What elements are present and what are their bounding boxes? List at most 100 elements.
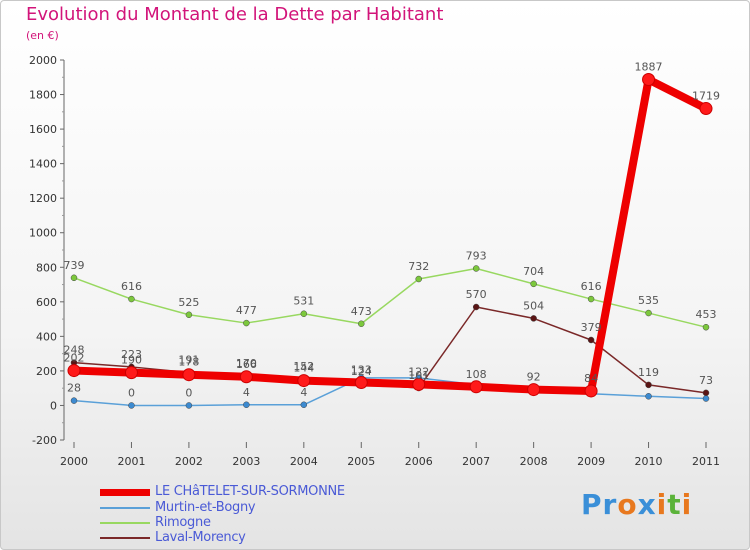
data-label: 170 bbox=[236, 357, 257, 370]
data-label: 92 bbox=[527, 371, 541, 384]
proxiti-logo: Proxiti bbox=[581, 488, 693, 521]
data-label: 119 bbox=[638, 366, 659, 379]
legend-swatch bbox=[100, 488, 150, 496]
x-tick-label: 2000 bbox=[60, 455, 88, 468]
legend-swatch bbox=[100, 507, 150, 509]
data-point bbox=[185, 402, 193, 409]
y-tick-label: 200 bbox=[36, 365, 57, 378]
data-point bbox=[300, 401, 308, 409]
data-point bbox=[128, 402, 135, 409]
data-point bbox=[67, 364, 81, 378]
data-label: 379 bbox=[581, 321, 602, 334]
data-label: 616 bbox=[581, 280, 602, 293]
data-label: 477 bbox=[236, 304, 257, 317]
y-tick-label: 1400 bbox=[29, 158, 57, 171]
data-point bbox=[185, 311, 193, 319]
data-label: 133 bbox=[351, 363, 372, 376]
data-point bbox=[124, 366, 138, 380]
data-label: 152 bbox=[293, 360, 314, 373]
data-label: 531 bbox=[293, 295, 314, 308]
y-tick-label: 1600 bbox=[29, 123, 57, 136]
y-tick-label: 0 bbox=[50, 399, 57, 412]
y-tick-label: 2000 bbox=[29, 54, 57, 67]
y-tick-label: 1000 bbox=[29, 227, 57, 240]
data-label: 732 bbox=[408, 260, 429, 273]
data-point bbox=[354, 375, 368, 389]
data-point bbox=[469, 380, 483, 394]
data-label: 202 bbox=[64, 352, 85, 365]
data-label: 178 bbox=[178, 356, 199, 369]
x-tick-label: 2004 bbox=[290, 455, 318, 468]
data-label: 535 bbox=[638, 294, 659, 307]
y-tick-label: 400 bbox=[36, 330, 57, 343]
data-point bbox=[645, 393, 652, 400]
data-point bbox=[587, 295, 595, 303]
data-label: 739 bbox=[64, 259, 85, 272]
x-tick-label: 2006 bbox=[405, 455, 433, 468]
data-label: 4 bbox=[243, 386, 250, 399]
series-line-1 bbox=[73, 377, 707, 407]
data-label: 616 bbox=[121, 280, 142, 293]
data-point bbox=[297, 374, 311, 388]
data-label: 248 bbox=[64, 344, 85, 357]
legend-label: Laval-Morency bbox=[155, 530, 246, 545]
data-label: 101 bbox=[408, 369, 429, 382]
x-tick-label: 2001 bbox=[117, 455, 145, 468]
series-line-2 bbox=[73, 267, 707, 328]
data-label: 525 bbox=[178, 296, 199, 309]
legend-swatch bbox=[100, 537, 150, 539]
data-point bbox=[584, 384, 598, 398]
data-label: 28 bbox=[67, 382, 81, 395]
data-point bbox=[702, 323, 710, 331]
data-label: 0 bbox=[128, 386, 135, 399]
data-point bbox=[243, 401, 250, 409]
series-line-0 bbox=[70, 75, 710, 395]
y-tick-label: 1200 bbox=[29, 192, 57, 205]
chart-title: Evolution du Montant de la Dette par Hab… bbox=[26, 4, 444, 25]
data-label: 570 bbox=[466, 288, 487, 301]
data-label: 473 bbox=[351, 305, 372, 318]
chart-subtitle: (en €) bbox=[26, 29, 59, 42]
data-point bbox=[699, 102, 713, 116]
data-point bbox=[412, 377, 426, 391]
data-point bbox=[70, 274, 78, 282]
data-label: 223 bbox=[121, 348, 142, 361]
data-label: 1719 bbox=[692, 90, 720, 103]
data-point bbox=[642, 73, 656, 87]
legend-label: Murtin-et-Bogny bbox=[155, 500, 256, 515]
x-tick-label: 2009 bbox=[577, 455, 605, 468]
data-point bbox=[527, 383, 541, 397]
x-tick-label: 2002 bbox=[175, 455, 203, 468]
data-label: 166 bbox=[236, 358, 257, 371]
data-point bbox=[128, 295, 135, 303]
x-tick-label: 2005 bbox=[347, 455, 375, 468]
x-tick-label: 2011 bbox=[692, 455, 720, 468]
legend-label: Rimogne bbox=[155, 515, 211, 530]
data-label: 73 bbox=[699, 374, 713, 387]
data-label: 191 bbox=[178, 353, 199, 366]
data-point bbox=[243, 319, 250, 327]
data-label: 793 bbox=[466, 249, 487, 262]
data-label: 144 bbox=[293, 362, 314, 375]
data-label: 1887 bbox=[635, 61, 663, 74]
data-label: 4 bbox=[300, 386, 307, 399]
y-tick-label: -200 bbox=[32, 434, 57, 447]
data-point bbox=[472, 265, 480, 272]
data-label: 124 bbox=[351, 365, 372, 378]
data-point bbox=[300, 310, 308, 317]
data-point bbox=[702, 395, 710, 402]
legend-label: LE CHâTELET-SUR-SORMONNE bbox=[155, 484, 345, 499]
legend-swatch bbox=[100, 522, 150, 524]
data-label: 453 bbox=[696, 308, 717, 321]
data-point bbox=[182, 368, 196, 382]
data-label: 108 bbox=[466, 368, 487, 381]
x-tick-label: 2008 bbox=[520, 455, 548, 468]
data-label: 122 bbox=[408, 365, 429, 378]
chart-axes: -200020040060080010001200140016001800200… bbox=[29, 54, 720, 468]
data-point bbox=[702, 389, 710, 397]
data-point bbox=[415, 275, 422, 283]
data-point bbox=[358, 320, 365, 328]
